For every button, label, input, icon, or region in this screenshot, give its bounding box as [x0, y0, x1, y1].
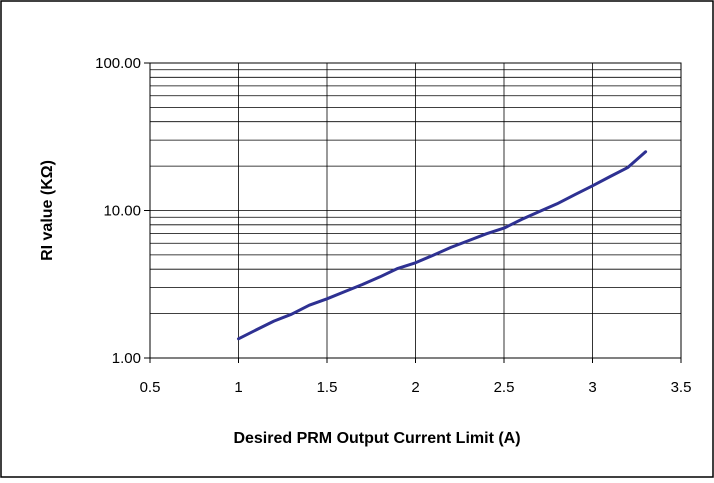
series-line-0: [237, 150, 648, 341]
x-tick-label: 2.5: [494, 379, 515, 396]
x-tick-label: 1.5: [317, 379, 338, 396]
x-tick-label: 3.5: [671, 379, 692, 396]
y-tick-label: 10.00: [103, 203, 141, 220]
x-tick-label: 2: [411, 379, 419, 396]
x-tick-label: 3: [588, 379, 596, 396]
x-tick-labels: 0.5 1 1.5 2 2.5 3 3.5: [140, 379, 692, 396]
y-tick-label: 1.00: [112, 350, 141, 367]
y-tick-label: 100.00: [95, 55, 141, 72]
grid-lines: [144, 62, 682, 363]
x-tick-label: 1: [234, 379, 242, 396]
y-tick-labels: 1.00 10.00 100.00: [95, 55, 141, 367]
x-tick-label: 0.5: [140, 379, 161, 396]
series-layer: [237, 150, 648, 341]
y-axis-title: RI value (KΩ): [39, 160, 56, 261]
x-axis-title: Desired PRM Output Current Limit (A): [233, 430, 520, 447]
